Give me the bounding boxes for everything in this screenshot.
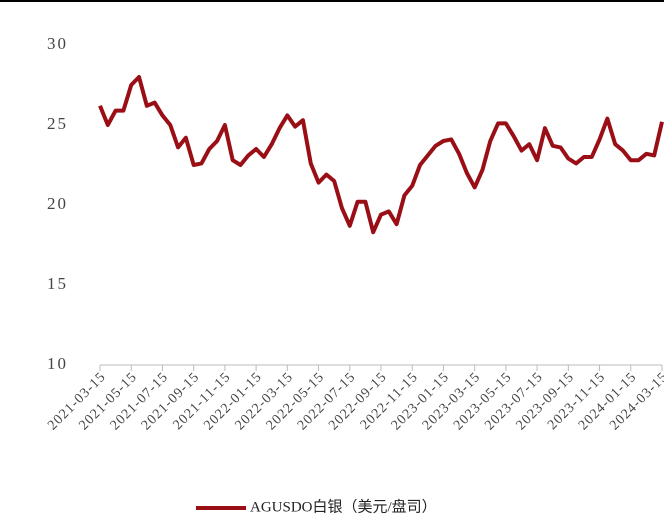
y-tick-label: 15: [47, 274, 68, 293]
data-line: [98, 75, 664, 235]
legend-label: AGUSDO白银（美元/盘司）: [250, 497, 437, 515]
y-tick-label: 10: [47, 354, 68, 373]
y-tick-label: 20: [47, 194, 68, 213]
y-tick-label: 25: [47, 114, 68, 133]
y-tick-label: 30: [47, 34, 68, 53]
